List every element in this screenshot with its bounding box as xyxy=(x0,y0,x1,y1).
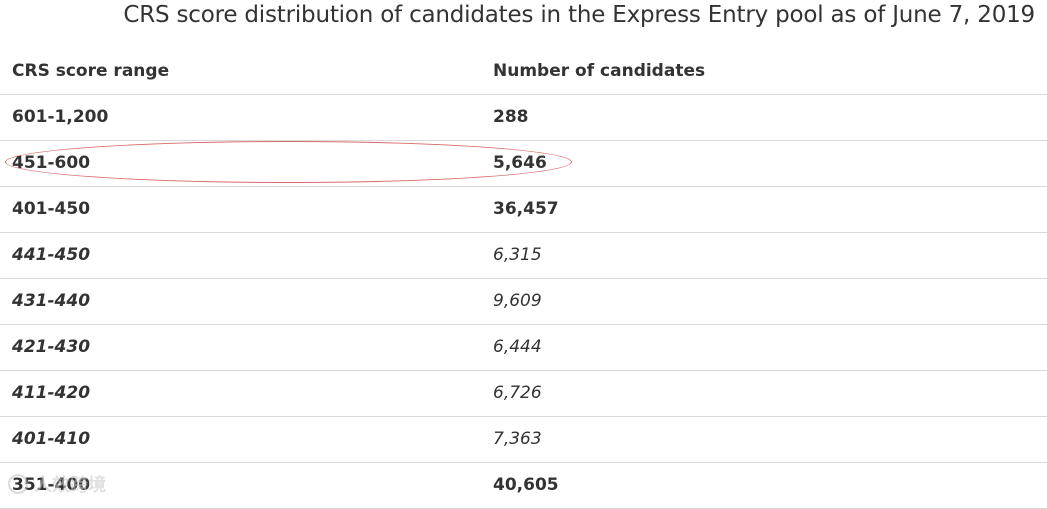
table-row: 351-400 40,605 xyxy=(0,463,1047,509)
table-subrow: 441-450 6,315 xyxy=(0,233,1047,279)
crs-score-table: CRS score range Number of candidates 601… xyxy=(0,49,1047,509)
column-header-number-of-candidates: Number of candidates xyxy=(493,61,706,81)
candidate-count-cell: 6,315 xyxy=(493,245,542,265)
candidate-count-cell: 6,444 xyxy=(493,337,542,357)
score-range-cell: 401-410 xyxy=(12,429,91,449)
score-range-cell: 431-440 xyxy=(12,291,91,311)
score-range-cell: 351-400 xyxy=(12,475,91,495)
score-range-cell: 601-1,200 xyxy=(12,107,109,127)
table-subrow: 401-410 7,363 xyxy=(0,417,1047,463)
page-title: CRS score distribution of candidates in … xyxy=(123,2,1035,28)
score-range-cell: 421-430 xyxy=(12,337,91,357)
table-subrow: 431-440 9,609 xyxy=(0,279,1047,325)
table-subrow: 421-430 6,444 xyxy=(0,325,1047,371)
candidate-count-cell: 9,609 xyxy=(493,291,542,311)
table-row: 401-450 36,457 xyxy=(0,187,1047,233)
score-range-cell: 451-600 xyxy=(12,153,91,173)
candidate-count-cell: 288 xyxy=(493,107,529,127)
table-row: 451-600 5,646 xyxy=(0,141,1047,187)
column-header-crs-score-range: CRS score range xyxy=(12,61,170,81)
candidate-count-cell: 36,457 xyxy=(493,199,559,219)
candidate-count-cell: 7,363 xyxy=(493,429,542,449)
table-subrow: 411-420 6,726 xyxy=(0,371,1047,417)
table-header-row: CRS score range Number of candidates xyxy=(0,49,1047,95)
candidate-count-cell: 5,646 xyxy=(493,153,547,173)
score-range-cell: 411-420 xyxy=(12,383,91,403)
score-range-cell: 441-450 xyxy=(12,245,91,265)
candidate-count-cell: 40,605 xyxy=(493,475,559,495)
score-range-cell: 401-450 xyxy=(12,199,91,219)
table-row: 601-1,200 288 xyxy=(0,95,1047,141)
candidate-count-cell: 6,726 xyxy=(493,383,542,403)
